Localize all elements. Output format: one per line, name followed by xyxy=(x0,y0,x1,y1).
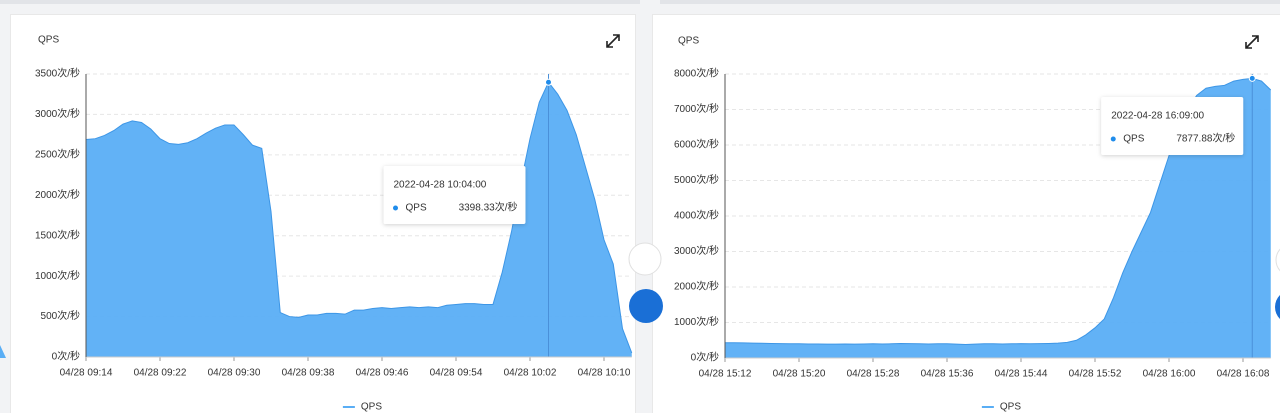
top-bar xyxy=(0,0,640,4)
y-tick-label: 6000次/秒 xyxy=(674,138,719,151)
tooltip-series: QPS xyxy=(1123,134,1144,145)
x-tick-label: 04/28 09:22 xyxy=(134,368,187,379)
side-button[interactable] xyxy=(1275,290,1280,324)
tooltip-value: 7877.88次/秒 xyxy=(1176,132,1235,145)
x-tick-label: 04/28 15:36 xyxy=(921,369,974,380)
tooltip-marker xyxy=(393,205,398,211)
x-tick-label: 04/28 16:00 xyxy=(1143,369,1196,380)
x-tick-label: 04/28 16:08 xyxy=(1217,369,1270,380)
x-tick-label: 04/28 09:14 xyxy=(60,368,113,379)
y-tick-label: 3000次/秒 xyxy=(35,107,80,120)
tooltip xyxy=(383,166,526,224)
x-tick-label: 04/28 15:52 xyxy=(1069,369,1122,380)
y-tick-label: 8000次/秒 xyxy=(674,67,719,80)
x-tick-label: 04/28 15:44 xyxy=(995,369,1048,380)
tooltip-title: 2022-04-28 16:09:00 xyxy=(1111,111,1204,122)
x-tick-label: 04/28 15:12 xyxy=(699,369,752,380)
side-button[interactable] xyxy=(629,289,663,323)
x-tick-label: 04/28 09:30 xyxy=(208,368,261,379)
y-tick-label: 7000次/秒 xyxy=(674,102,719,115)
line xyxy=(85,81,633,354)
tooltip-series: QPS xyxy=(406,203,427,214)
x-tick-label: 04/28 10:02 xyxy=(504,368,557,379)
tooltip xyxy=(1101,97,1244,155)
chart-title: QPS xyxy=(678,36,699,47)
x-tick-label: 04/28 09:46 xyxy=(356,368,409,379)
y-tick-label: 4000次/秒 xyxy=(674,209,719,222)
x-tick-label: 04/28 15:20 xyxy=(773,369,826,380)
area xyxy=(725,78,1271,358)
top-bar xyxy=(660,0,1280,4)
chart-title: QPS xyxy=(38,35,59,46)
y-tick-label: 2000次/秒 xyxy=(35,188,80,201)
y-tick-label: 0次/秒 xyxy=(52,350,80,363)
y-tick-label: 5000次/秒 xyxy=(674,173,719,186)
hover-point xyxy=(1248,74,1256,82)
legend-label: QPS xyxy=(1000,402,1021,413)
clipped-chart-edge xyxy=(0,345,6,358)
y-tick-label: 0次/秒 xyxy=(691,351,719,364)
tooltip-value: 3398.33次/秒 xyxy=(459,201,518,214)
side-button[interactable] xyxy=(1275,244,1280,276)
y-tick-label: 3000次/秒 xyxy=(674,244,719,257)
y-tick-label: 1500次/秒 xyxy=(35,228,80,241)
hover-point xyxy=(545,78,552,86)
legend-label: QPS xyxy=(361,402,382,413)
tooltip-title: 2022-04-28 10:04:00 xyxy=(394,180,487,191)
y-tick-label: 2000次/秒 xyxy=(674,280,719,293)
y-tick-label: 3500次/秒 xyxy=(35,67,80,80)
y-tick-label: 500次/秒 xyxy=(41,309,80,322)
y-tick-label: 2500次/秒 xyxy=(35,147,80,160)
x-tick-label: 04/28 10:10 xyxy=(578,368,631,379)
x-tick-label: 04/28 09:54 xyxy=(430,368,483,379)
expand-icon[interactable] xyxy=(1245,35,1259,49)
y-tick-label: 1000次/秒 xyxy=(674,315,719,328)
expand-icon[interactable] xyxy=(606,34,620,48)
tooltip-marker xyxy=(1110,136,1116,142)
y-tick-label: 1000次/秒 xyxy=(35,269,80,282)
side-button[interactable] xyxy=(628,242,662,276)
x-tick-label: 04/28 15:28 xyxy=(847,369,900,380)
x-tick-label: 04/28 09:38 xyxy=(282,368,335,379)
area xyxy=(86,82,632,357)
